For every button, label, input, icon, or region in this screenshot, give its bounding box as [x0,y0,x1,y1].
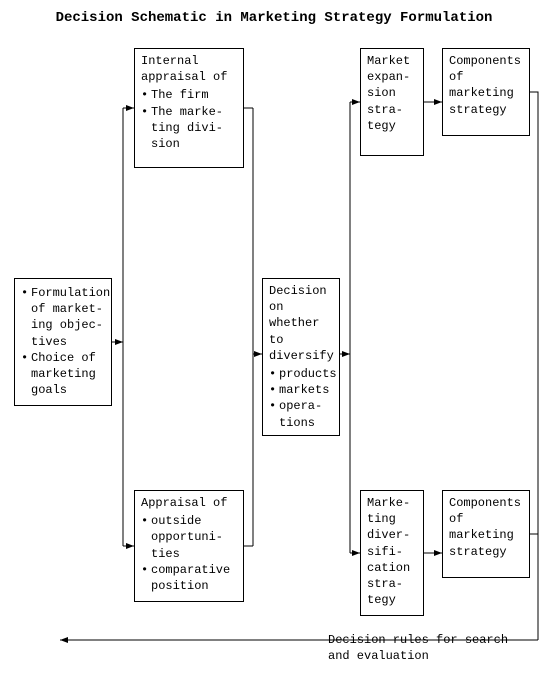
node-intro: Decision on whether to diversify [269,284,334,363]
feedback-label: Decision rules for search and evaluation [328,632,528,664]
node-expansion-strategy: Market expan-sion stra-tegy [360,48,424,156]
bullet: The firm [141,87,237,103]
node-internal-appraisal: Internal appraisal of The firm The marke… [134,48,244,168]
node-bullets: The firm The marke-ting divi-sion [141,87,237,152]
bullet: outside opportuni-ties [141,513,237,562]
node-intro: Market expan-sion stra-tegy [367,54,410,133]
bullet: opera-tions [269,398,333,430]
bullet: The marke-ting divi-sion [141,104,237,153]
node-intro: Components of marketing strategy [449,496,521,559]
diagram-title: Decision Schematic in Marketing Strategy… [0,10,548,26]
node-intro: Appraisal of [141,496,227,510]
node-components-top: Components of marketing strategy [442,48,530,136]
node-formulation: Formulation of market-ing objec-tives Ch… [14,278,112,406]
bullet: products [269,366,333,382]
bullet: comparative position [141,562,237,594]
node-bullets: products markets opera-tions [269,366,333,431]
bullet: markets [269,382,333,398]
node-intro: Components of marketing strategy [449,54,521,117]
bullet: Choice of marketing goals [21,350,105,399]
node-external-appraisal: Appraisal of outside opportuni-ties comp… [134,490,244,602]
node-bullets: Formulation of market-ing objec-tives Ch… [21,285,105,398]
node-decision: Decision on whether to diversify product… [262,278,340,436]
node-components-bottom: Components of marketing strategy [442,490,530,578]
bullet: Formulation of market-ing objec-tives [21,285,105,350]
node-intro: Marke-ting diver-sifi-cation stra-tegy [367,496,410,607]
node-intro: Internal appraisal of [141,54,227,84]
node-bullets: outside opportuni-ties comparative posit… [141,513,237,594]
node-diversification-strategy: Marke-ting diver-sifi-cation stra-tegy [360,490,424,616]
